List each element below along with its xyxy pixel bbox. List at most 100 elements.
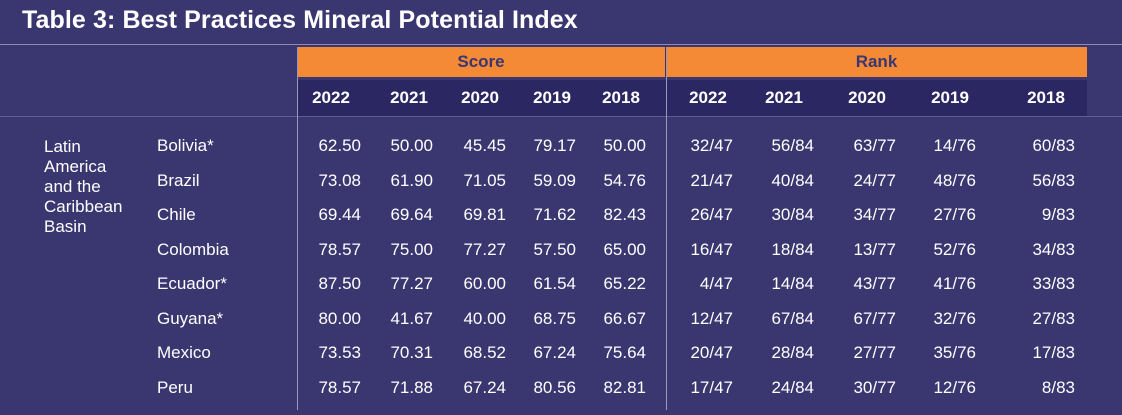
score-cell: 78.57 (318, 377, 361, 397)
region-label: Latin America and the Caribbean Basin (44, 137, 123, 236)
rank-cell: 56/84 (771, 136, 814, 155)
rank-year-header: 2022 (689, 88, 727, 107)
score-cell: 82.43 (603, 205, 646, 224)
country-name: Mexico (157, 343, 211, 362)
country-name: Guyana* (157, 308, 224, 328)
score-cell: 66.67 (603, 308, 646, 328)
rank-cell: 13/77 (853, 239, 896, 259)
score-cell: 57.50 (533, 239, 576, 259)
score-cell: 82.81 (603, 377, 646, 397)
header-separator (0, 116, 1122, 117)
score-cell: 68.52 (463, 343, 506, 362)
rank-cell: 34/77 (853, 205, 896, 224)
rank-cell: 30/77 (853, 377, 896, 397)
rank-cell: 26/47 (690, 205, 733, 224)
score-cell: 71.05 (463, 170, 506, 190)
rank-cell: 17/83 (1032, 343, 1075, 362)
score-cell: 69.81 (463, 205, 506, 224)
score-cell: 50.00 (390, 136, 433, 155)
score-cell: 80.00 (318, 308, 361, 328)
rank-cell: 35/76 (933, 343, 976, 362)
score-cell: 62.50 (318, 136, 361, 155)
rank-cell: 8/83 (1041, 377, 1075, 397)
score-cell: 65.00 (603, 239, 646, 259)
rank-cell: 12/76 (933, 377, 976, 397)
table-title: Table 3: Best Practices Mineral Potentia… (22, 6, 578, 34)
rank-cell: 60/83 (1032, 136, 1075, 155)
rank-cell: 28/84 (771, 343, 814, 362)
rank-cell: 14/84 (771, 274, 814, 293)
score-cell: 69.64 (390, 205, 433, 224)
rank-year-header: 2021 (765, 88, 803, 107)
rank-cell: 40/84 (771, 170, 814, 190)
score-cell: 68.75 (533, 308, 576, 328)
rank-cell: 32/76 (933, 308, 976, 328)
score-cell: 54.76 (603, 170, 646, 190)
score-cell: 40.00 (463, 308, 506, 328)
rank-cell: 32/47 (690, 136, 733, 155)
score-cell: 75.00 (390, 239, 433, 259)
rank-cell: 27/77 (853, 343, 896, 362)
rank-cell: 56/83 (1032, 170, 1075, 190)
rank-cell: 48/76 (933, 170, 976, 190)
country-name: Chile (157, 205, 196, 224)
rank-cell: 27/83 (1032, 308, 1075, 328)
score-year-header: 2019 (533, 88, 571, 107)
score-cell: 67.24 (533, 343, 576, 362)
country-name: Ecuador* (157, 274, 227, 293)
rank-cell: 20/47 (690, 343, 733, 362)
rank-cell: 9/83 (1041, 205, 1075, 224)
score-cell: 61.90 (390, 170, 433, 190)
rank-cell: 24/77 (853, 170, 896, 190)
score-cell: 60.00 (463, 274, 506, 293)
country-name: Colombia (157, 239, 229, 259)
country-name: Brazil (157, 170, 200, 190)
rank-cell: 33/83 (1032, 274, 1075, 293)
rank-group-header: Rank (666, 47, 1087, 77)
score-cell: 73.53 (318, 343, 361, 362)
rank-cell: 67/84 (771, 308, 814, 328)
rank-cell: 4/47 (699, 274, 733, 293)
score-cell: 78.57 (318, 239, 361, 259)
rank-cell: 16/47 (690, 239, 733, 259)
score-cell: 61.54 (533, 274, 576, 293)
rank-cell: 67/77 (853, 308, 896, 328)
rank-cell: 17/47 (690, 377, 733, 397)
score-year-header: 2022 (312, 88, 350, 107)
score-cell: 50.00 (603, 136, 646, 155)
score-cell: 77.27 (463, 239, 506, 259)
score-year-header: 2021 (390, 88, 428, 107)
score-cell: 67.24 (463, 377, 506, 397)
score-cell: 65.22 (603, 274, 646, 293)
title-divider (0, 44, 1122, 45)
score-year-header: 2018 (602, 88, 640, 107)
score-cell: 73.08 (318, 170, 361, 190)
rank-year-header: 2018 (1027, 88, 1065, 107)
score-cell: 71.62 (533, 205, 576, 224)
rank-cell: 14/76 (933, 136, 976, 155)
rank-cell: 34/83 (1032, 239, 1075, 259)
rank-cell: 41/76 (933, 274, 976, 293)
score-group-header: Score (297, 47, 665, 77)
rank-cell: 43/77 (853, 274, 896, 293)
score-cell: 79.17 (533, 136, 576, 155)
rank-cell: 18/84 (771, 239, 814, 259)
rank-cell: 30/84 (771, 205, 814, 224)
year-header-band (297, 80, 1087, 116)
score-cell: 69.44 (318, 205, 361, 224)
rank-year-header: 2019 (931, 88, 969, 107)
score-cell: 80.56 (533, 377, 576, 397)
score-cell: 75.64 (603, 343, 646, 362)
rank-cell: 21/47 (690, 170, 733, 190)
score-cell: 87.50 (318, 274, 361, 293)
score-cell: 70.31 (390, 343, 433, 362)
rank-cell: 63/77 (853, 136, 896, 155)
country-name: Bolivia* (157, 136, 214, 155)
rank-cell: 27/76 (933, 205, 976, 224)
score-cell: 71.88 (390, 377, 433, 397)
score-year-header: 2020 (461, 88, 499, 107)
score-cell: 77.27 (390, 274, 433, 293)
score-cell: 59.09 (533, 170, 576, 190)
score-cell: 45.45 (463, 136, 506, 155)
country-name: Peru (157, 377, 193, 397)
